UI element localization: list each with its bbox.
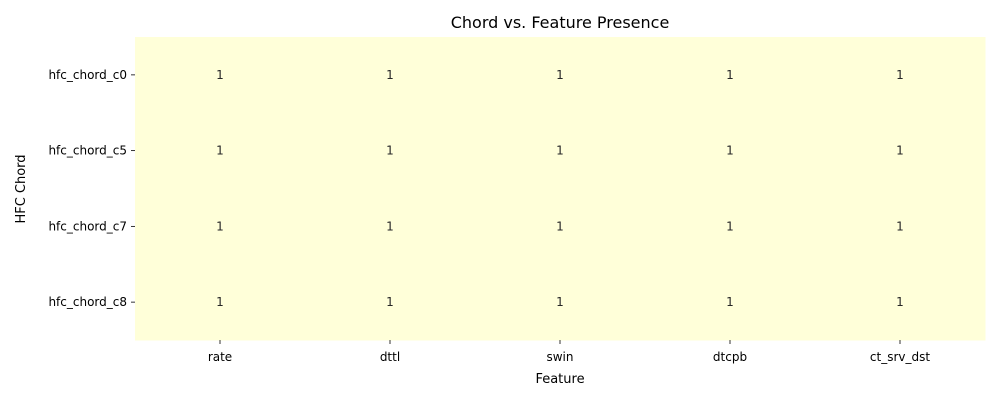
y-tick-label: hfc_chord_c0: [48, 68, 127, 82]
cell-value-label: 1: [216, 68, 224, 82]
cell-value-label: 1: [726, 68, 734, 82]
y-axis: hfc_chord_c0 hfc_chord_c5 hfc_chord_c7 hfc_…: [48, 68, 135, 309]
heatmap-cell: [815, 112, 986, 189]
x-tick-label: dttl: [380, 350, 400, 364]
heatmap-cells: [135, 37, 986, 341]
x-tick-label: ct_srv_dst: [870, 350, 930, 364]
heatmap-cell: [475, 112, 646, 189]
cell-value-label: 1: [216, 219, 224, 233]
heatmap-cell: [305, 264, 476, 341]
cell-value-label: 1: [556, 144, 564, 158]
heatmap-cell: [305, 112, 476, 189]
cell-value-label: 1: [896, 144, 904, 158]
heatmap-cell: [815, 188, 986, 265]
cell-value-label: 1: [896, 68, 904, 82]
y-axis-label: HFC Chord: [14, 154, 29, 223]
cell-value-label: 1: [726, 219, 734, 233]
y-tick-label: hfc_chord_c8: [48, 295, 127, 309]
heatmap-cell: [135, 264, 306, 341]
heatmap-cell: [305, 37, 476, 114]
heatmap-cell: [305, 188, 476, 265]
y-tick-label: hfc_chord_c7: [48, 219, 127, 233]
cell-value-label: 1: [386, 144, 394, 158]
x-axis-label: Feature: [535, 372, 584, 387]
heatmap-cell: [645, 37, 816, 114]
cell-value-label: 1: [896, 295, 904, 309]
y-tick-label: hfc_chord_c5: [48, 144, 127, 158]
cell-value-label: 1: [556, 295, 564, 309]
cell-value-label: 1: [726, 144, 734, 158]
heatmap-cell: [815, 264, 986, 341]
heatmap-cell: [475, 264, 646, 341]
cell-value-label: 1: [386, 219, 394, 233]
heatmap-cell: [135, 188, 306, 265]
heatmap-annotations: 1 1 1 1 1 1 1 1 1 1 1 1 1 1 1 1 1 1 1 1: [216, 68, 904, 309]
cell-value-label: 1: [386, 68, 394, 82]
heatmap-cell: [135, 37, 306, 114]
heatmap-cell: [645, 112, 816, 189]
x-tick-label: rate: [208, 350, 232, 364]
cell-value-label: 1: [556, 68, 564, 82]
cell-value-label: 1: [216, 144, 224, 158]
x-tick-label: swin: [546, 350, 573, 364]
cell-value-label: 1: [556, 219, 564, 233]
x-tick-label: dtcpb: [713, 350, 747, 364]
chart-title: Chord vs. Feature Presence: [451, 13, 670, 32]
heatmap-cell: [815, 37, 986, 114]
cell-value-label: 1: [386, 295, 394, 309]
heatmap-cell: [645, 264, 816, 341]
heatmap-cell: [135, 112, 306, 189]
x-axis: rate dttl swin dtcpb ct_srv_dst: [208, 340, 930, 364]
cell-value-label: 1: [726, 295, 734, 309]
cell-value-label: 1: [896, 219, 904, 233]
heatmap-cell: [645, 188, 816, 265]
heatmap-cell: [475, 37, 646, 114]
heatmap-cell: [475, 188, 646, 265]
cell-value-label: 1: [216, 295, 224, 309]
